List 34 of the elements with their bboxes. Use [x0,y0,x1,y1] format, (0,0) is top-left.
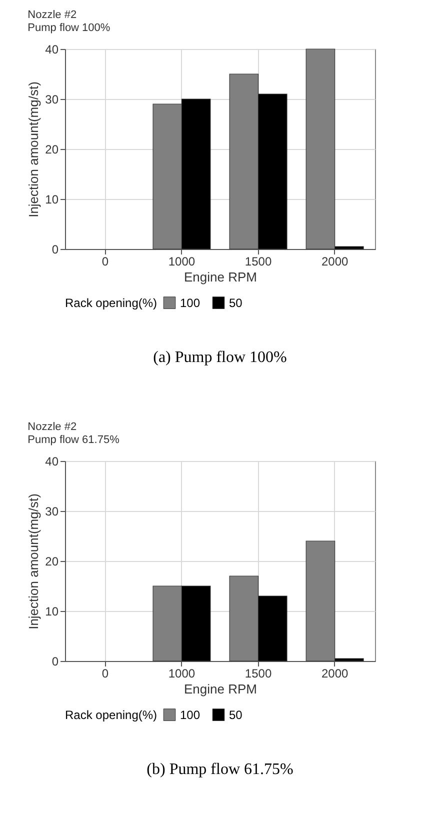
y-tick-label: 10 [45,604,59,618]
x-tick-label: 0 [102,254,109,268]
x-tick-label: 0 [102,666,109,680]
chart-title: Nozzle #2 [28,9,77,21]
y-tick-label: 20 [45,554,59,568]
x-axis-title: Engine RPM [184,270,257,284]
x-tick-label: 1000 [168,254,196,268]
x-tick-label: 2000 [321,666,348,680]
chart-subtitle: Pump flow 61.75% [28,434,120,446]
chart-title: Nozzle #2 [28,421,77,433]
legend-title: Rack opening(%) [65,296,158,310]
y-tick-label: 0 [52,654,59,668]
x-axis-title: Engine RPM [184,682,257,696]
x-tick-label: 1500 [244,254,272,268]
y-tick-label: 30 [45,92,59,106]
y-axis-title: Injection amount(mg/st) [26,82,42,218]
x-tick-label: 1500 [244,666,272,680]
legend-label: 50 [229,708,243,722]
y-tick-label: 30 [45,504,59,518]
legend-title: Rack opening(%) [65,708,158,722]
y-tick-label: 0 [52,242,59,256]
y-tick-label: 10 [45,192,59,206]
y-tick-label: 20 [45,142,59,156]
x-tick-label: 1000 [168,666,196,680]
legend-label: 50 [229,296,243,310]
y-axis-title: Injection amount(mg/st) [26,494,42,630]
chart-subtitle: Pump flow 100% [28,22,110,34]
x-tick-label: 2000 [321,254,348,268]
y-tick-label: 40 [45,454,59,468]
y-tick-label: 40 [45,42,59,56]
text: (b) Pump flow 61.75% [146,761,294,778]
legend-label: 100 [180,296,200,310]
text: (a) Pump flow 100% [153,349,287,366]
legend-label: 100 [180,708,200,722]
